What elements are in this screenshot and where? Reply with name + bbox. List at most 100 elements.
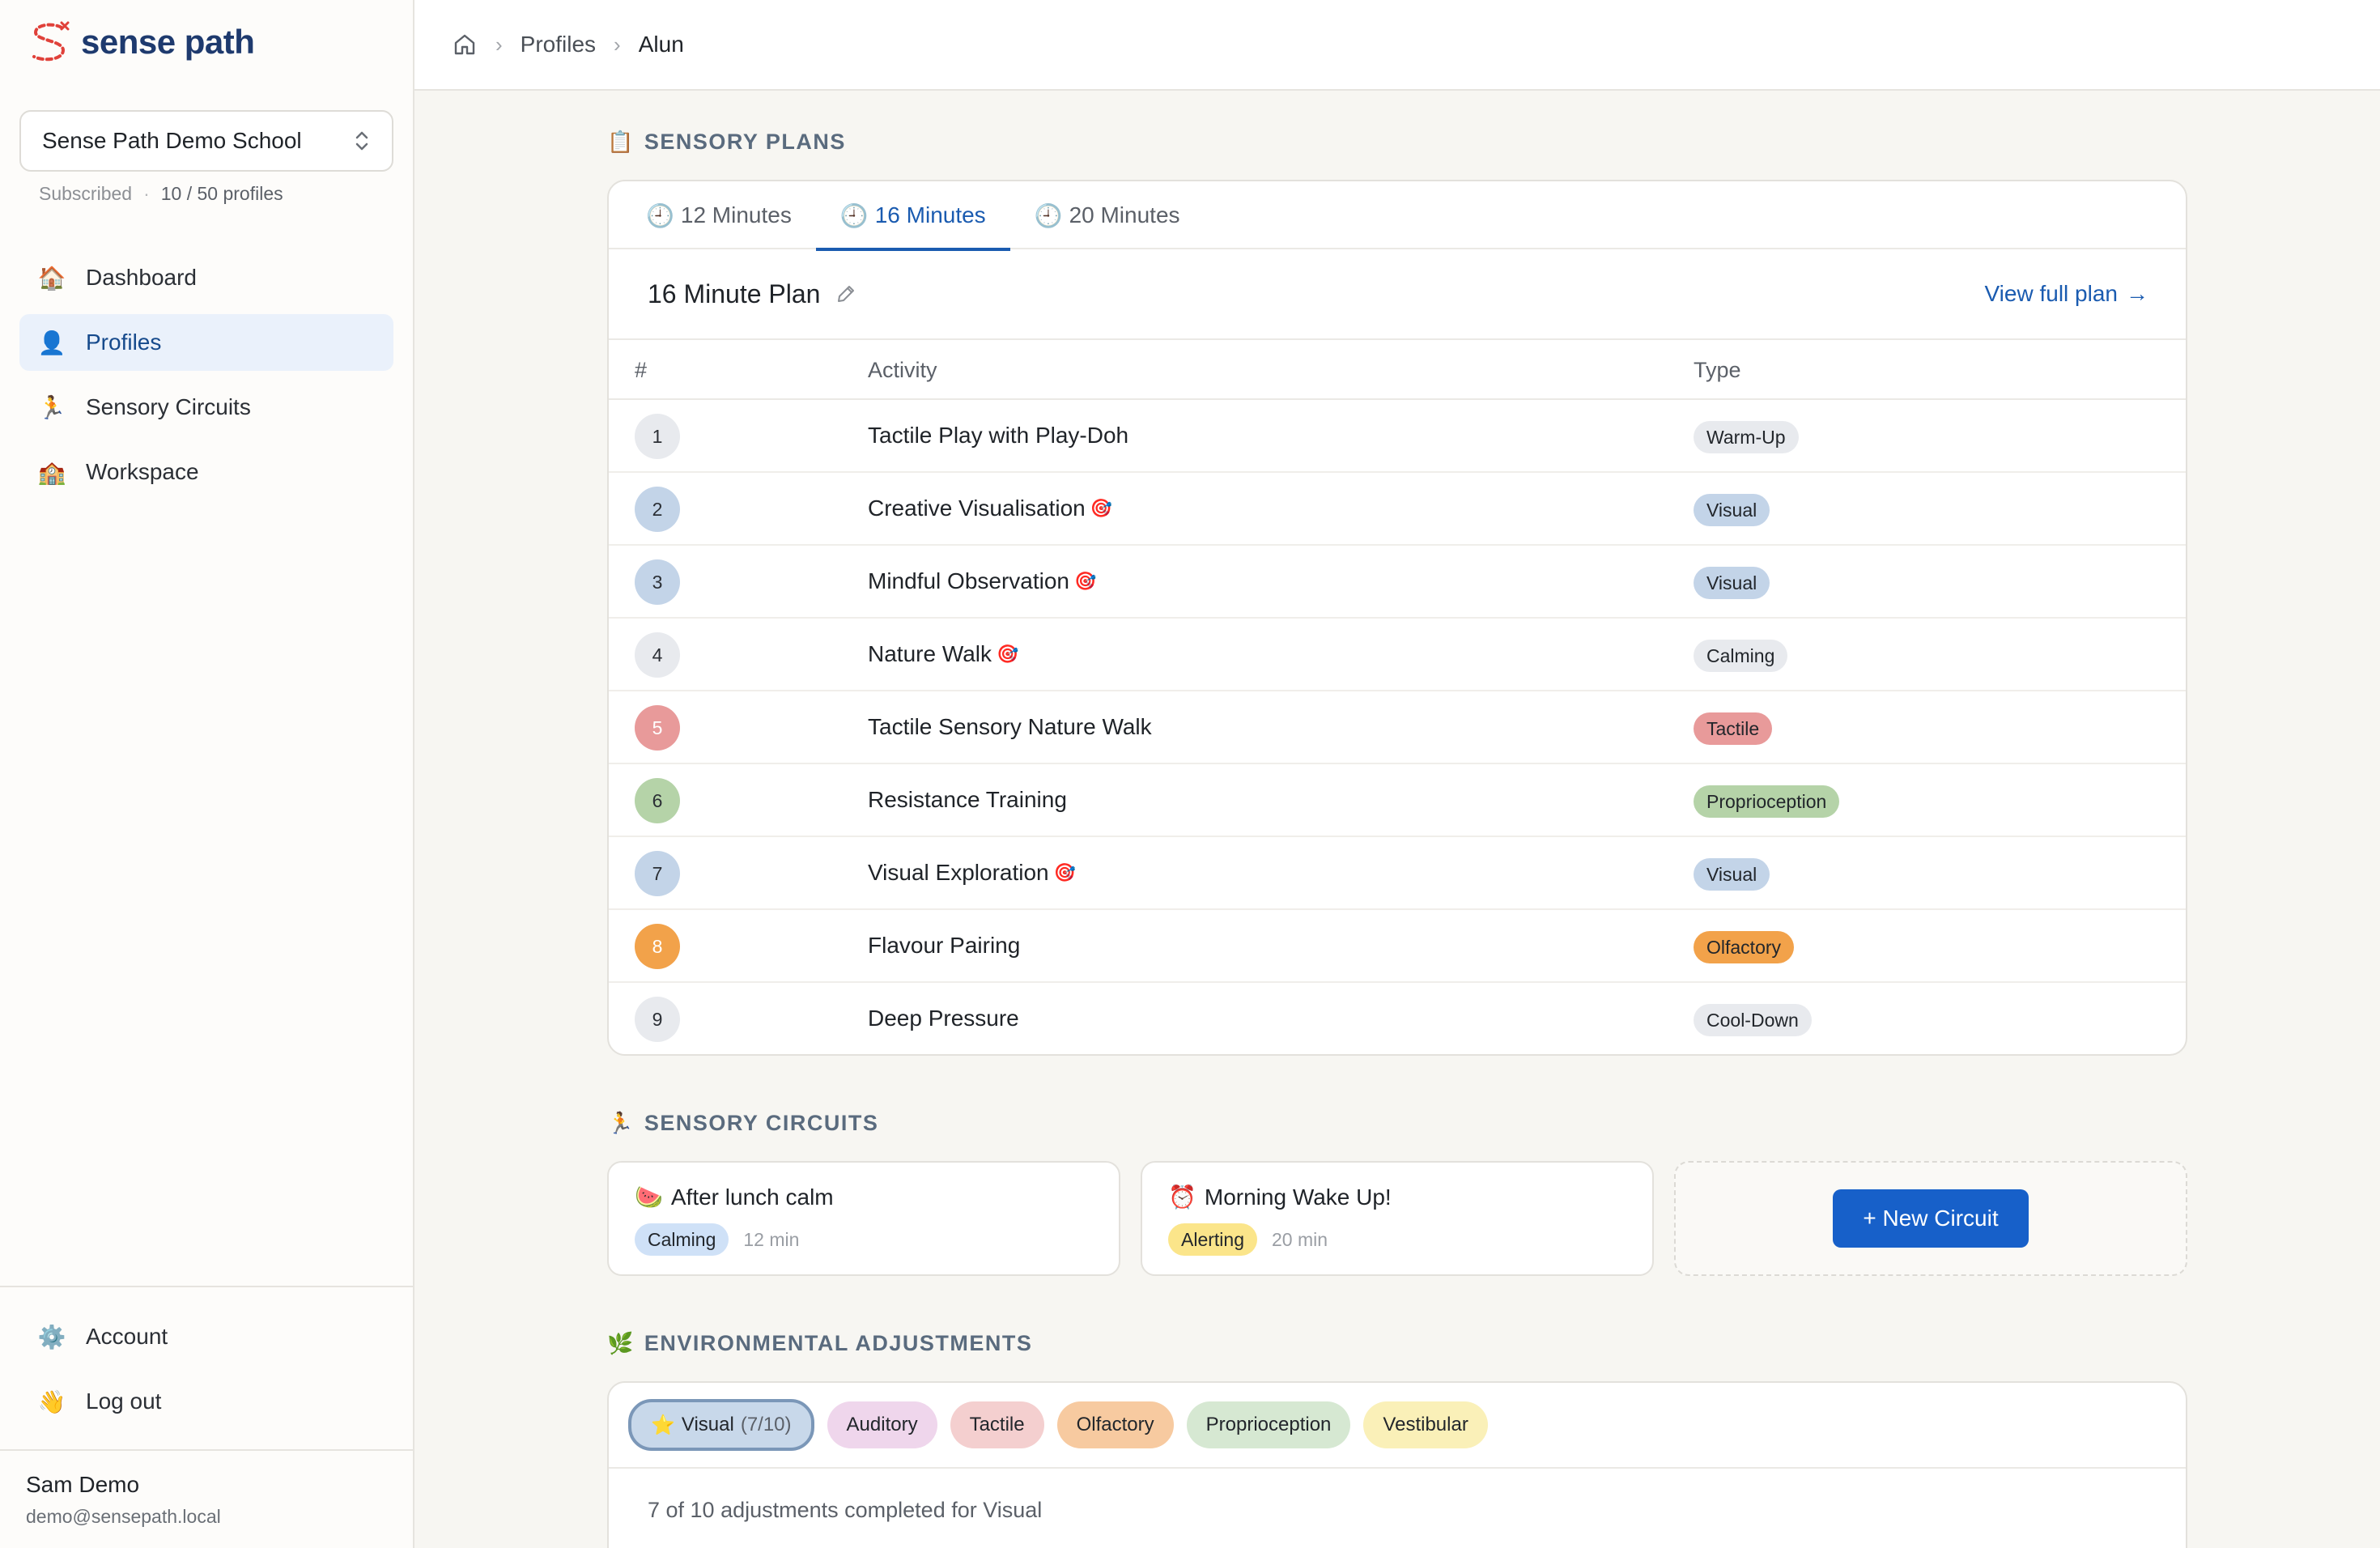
table-row[interactable]: 5 Tactile Sensory Nature Walk Tactile xyxy=(609,691,2186,764)
tab-16-minutes[interactable]: 🕘 16 Minutes xyxy=(815,181,1010,251)
activity-name: Mindful Observation xyxy=(868,568,1070,593)
adjustments-summary: 7 of 10 adjustments completed for Visual xyxy=(648,1498,1043,1522)
arrow-right-icon: → xyxy=(2126,281,2148,306)
activity-cell: Tactile Play with Play-Doh xyxy=(868,423,1128,449)
activity-cell: Deep Pressure xyxy=(868,1006,1019,1031)
type-badge: Cool-Down xyxy=(1694,1004,1812,1036)
section-title-text: ENVIRONMENTAL ADJUSTMENTS xyxy=(644,1331,1033,1355)
type-badge: Warm-Up xyxy=(1694,421,1799,453)
star-icon: ⭐ xyxy=(651,1414,675,1436)
chip-vestibular[interactable]: Vestibular xyxy=(1363,1401,1488,1448)
logo-path-icon xyxy=(32,21,70,62)
logo[interactable]: sense path xyxy=(29,19,255,65)
table-header: # Activity Type xyxy=(609,340,2186,400)
wave-icon: 👋 xyxy=(37,1389,66,1414)
profile-count: 10 / 50 profiles xyxy=(160,183,283,204)
table-row[interactable]: 1 Tactile Play with Play-Doh Warm-Up xyxy=(609,400,2186,473)
step-number: 6 xyxy=(635,778,680,823)
activity-rows: 1 Tactile Play with Play-Doh Warm-Up 2 Creat… xyxy=(609,400,2186,1054)
chip-tactile[interactable]: Tactile xyxy=(950,1401,1044,1448)
sense-filter-chips: ⭐ Visual (7/10) Auditory Tactile Olfactory Pro… xyxy=(609,1383,2186,1469)
step-number: 3 xyxy=(635,559,680,605)
subscription-status: Subscribed xyxy=(39,183,133,204)
type-badge: Tactile xyxy=(1694,712,1773,745)
gear-icon: ⚙️ xyxy=(37,1324,66,1350)
chevron-right-icon: › xyxy=(495,32,503,57)
circuit-card-morning-wake-up[interactable]: ⏰ Morning Wake Up! Alerting 20 min xyxy=(1141,1161,1654,1276)
activity-cell: Nature Walk 🎯 xyxy=(868,641,1018,667)
table-row[interactable]: 7 Visual Exploration 🎯 Visual xyxy=(609,837,2186,910)
school-name: Sense Path Demo School xyxy=(42,128,302,153)
circuit-tag: Calming xyxy=(635,1223,729,1256)
chip-label: Vestibular xyxy=(1383,1414,1468,1435)
circuit-card-after-lunch-calm[interactable]: 🍉 After lunch calm Calming 12 min xyxy=(607,1161,1120,1276)
tab-label: 20 Minutes xyxy=(1069,202,1180,228)
nav-item-workspace[interactable]: 🏫 Workspace xyxy=(19,444,393,500)
table-row[interactable]: 3 Mindful Observation 🎯 Visual xyxy=(609,546,2186,619)
new-circuit-card: + New Circuit xyxy=(1674,1161,2187,1276)
plan-tabs: 🕘 12 Minutes 🕘 16 Minutes 🕘 20 Minutes xyxy=(609,181,2186,251)
chip-label: Auditory xyxy=(846,1414,918,1435)
activity-name: Deep Pressure xyxy=(868,1006,1019,1031)
environmental-card: ⭐ Visual (7/10) Auditory Tactile Olfactory Pro… xyxy=(607,1381,2187,1548)
house-icon: 🏠 xyxy=(37,265,66,291)
section-title-sensory-circuits: 🏃 SENSORY CIRCUITS xyxy=(607,1111,878,1136)
table-row[interactable]: 8 Flavour Pairing Olfactory xyxy=(609,910,2186,983)
chip-visual[interactable]: ⭐ Visual (7/10) xyxy=(628,1399,814,1451)
nav-label: Sensory Circuits xyxy=(86,394,251,419)
section-title-text: SENSORY PLANS xyxy=(644,130,846,154)
watermelon-icon: 🍉 xyxy=(635,1184,663,1210)
target-icon: 🎯 xyxy=(997,644,1019,664)
activity-cell: Mindful Observation 🎯 xyxy=(868,568,1096,594)
activity-name: Visual Exploration xyxy=(868,860,1049,885)
logo-text: sense path xyxy=(81,23,255,61)
activity-cell: Tactile Sensory Nature Walk xyxy=(868,714,1152,740)
clock-icon: 🕘 xyxy=(839,202,869,228)
nav-item-sensory-circuits[interactable]: 🏃 Sensory Circuits xyxy=(19,379,393,436)
new-circuit-button[interactable]: + New Circuit xyxy=(1833,1189,2029,1248)
section-title-environmental: 🌿 ENVIRONMENTAL ADJUSTMENTS xyxy=(607,1331,1032,1356)
type-badge: Visual xyxy=(1694,494,1770,526)
chevron-right-icon: › xyxy=(614,32,621,57)
nav-item-dashboard[interactable]: 🏠 Dashboard xyxy=(19,249,393,306)
sensory-plans-card: 🕘 12 Minutes 🕘 16 Minutes 🕘 20 Minutes 1… xyxy=(607,180,2187,1056)
user-email: demo@sensepath.local xyxy=(26,1506,221,1527)
leaf-icon: 🌿 xyxy=(607,1331,635,1355)
tab-12-minutes[interactable]: 🕘 12 Minutes xyxy=(646,181,816,249)
circuit-title: Morning Wake Up! xyxy=(1204,1184,1392,1210)
circuit-duration: 20 min xyxy=(1271,1228,1328,1250)
circuit-duration: 12 min xyxy=(743,1228,800,1250)
chip-proprioception[interactable]: Proprioception xyxy=(1186,1401,1351,1448)
type-badge: Proprioception xyxy=(1694,785,1840,818)
nav-item-profiles[interactable]: 👤 Profiles xyxy=(19,314,393,371)
nav-label: Account xyxy=(86,1324,168,1349)
nav-item-account[interactable]: ⚙️ Account xyxy=(19,1308,393,1365)
pencil-icon[interactable] xyxy=(835,283,857,305)
alarm-clock-icon: ⏰ xyxy=(1168,1184,1196,1210)
table-row[interactable]: 4 Nature Walk 🎯 Calming xyxy=(609,619,2186,691)
school-switcher[interactable]: Sense Path Demo School xyxy=(19,110,393,172)
school-icon: 🏫 xyxy=(37,459,66,485)
clipboard-icon: 📋 xyxy=(607,130,635,154)
view-link-label: View full plan xyxy=(1984,281,2118,306)
view-full-plan-link[interactable]: View full plan → xyxy=(1985,281,2148,307)
plan-title: 16 Minute Plan xyxy=(648,279,821,308)
secondary-nav: ⚙️ Account 👋 Log out xyxy=(19,1308,393,1438)
table-row[interactable]: 6 Resistance Training Proprioception xyxy=(609,764,2186,837)
runner-icon: 🏃 xyxy=(607,1111,635,1135)
tab-label: 12 Minutes xyxy=(680,202,792,228)
clock-icon: 🕘 xyxy=(1034,202,1063,228)
chip-auditory[interactable]: Auditory xyxy=(827,1401,937,1448)
tab-label: 16 Minutes xyxy=(874,202,986,228)
tab-20-minutes[interactable]: 🕘 20 Minutes xyxy=(1010,181,1205,249)
breadcrumb-profiles[interactable]: Profiles xyxy=(520,32,597,57)
chip-olfactory[interactable]: Olfactory xyxy=(1056,1401,1174,1448)
runner-icon: 🏃 xyxy=(37,394,66,420)
home-icon[interactable] xyxy=(452,32,478,57)
table-row[interactable]: 2 Creative Visualisation 🎯 Visual xyxy=(609,473,2186,546)
section-title-text: SENSORY CIRCUITS xyxy=(644,1111,879,1135)
table-row[interactable]: 9 Deep Pressure Cool-Down xyxy=(609,983,2186,1054)
nav-item-logout[interactable]: 👋 Log out xyxy=(19,1373,393,1430)
plan-header: 16 Minute Plan View full plan → xyxy=(609,249,2186,340)
activity-name: Tactile Play with Play-Doh xyxy=(868,423,1129,448)
